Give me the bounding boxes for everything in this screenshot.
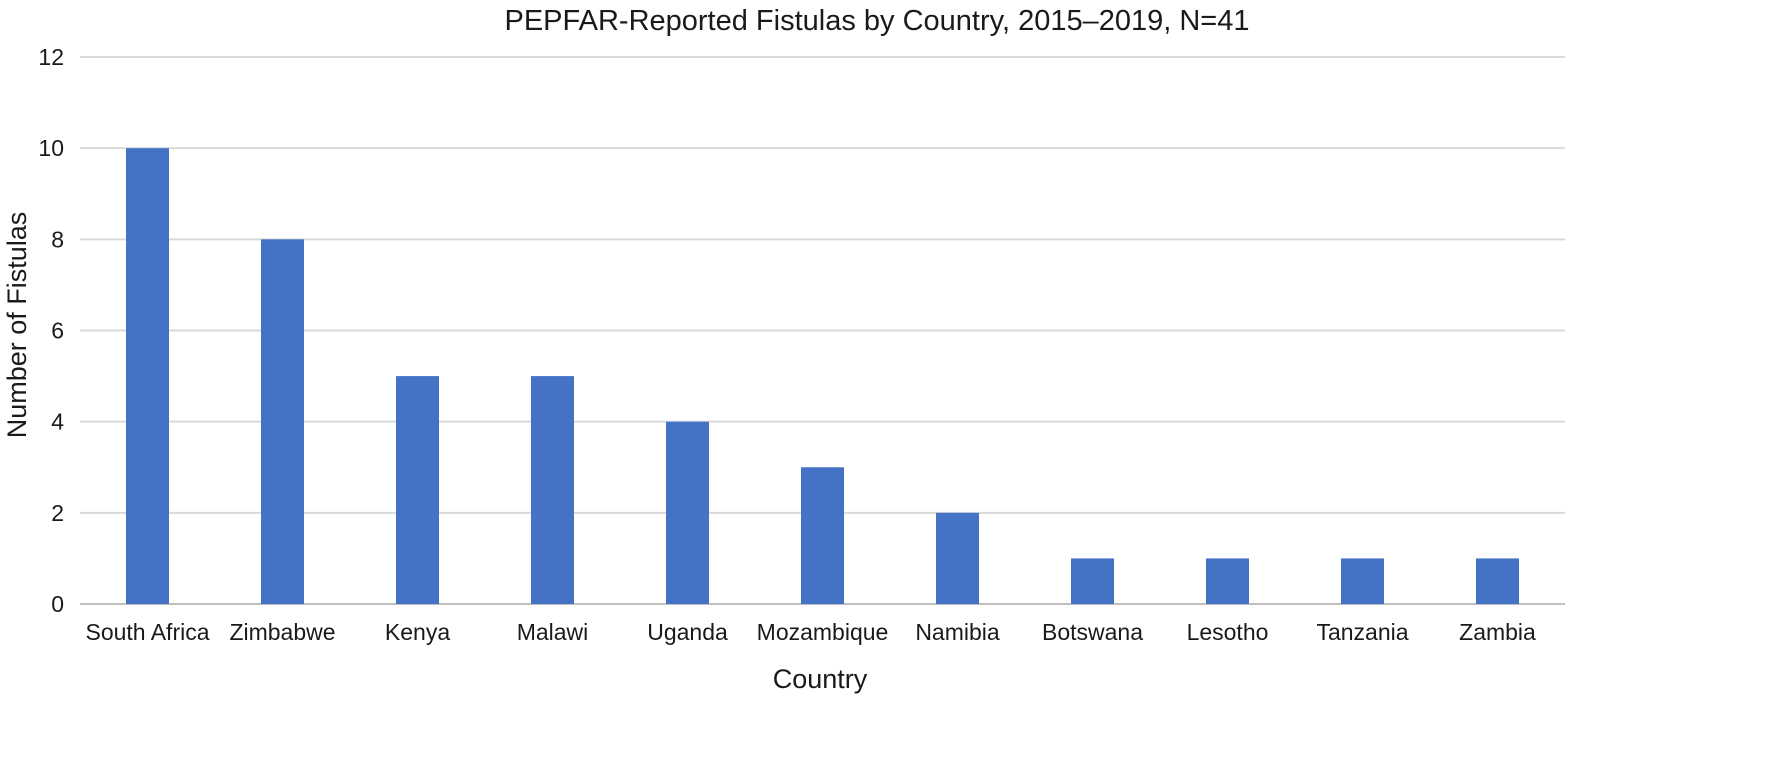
y-tick-label: 8 (51, 226, 64, 252)
x-axis-title: Country (773, 664, 868, 694)
bar-zimbabwe (261, 239, 304, 605)
y-tick-label: 2 (51, 500, 64, 526)
y-tick-label: 12 (38, 44, 64, 70)
bar-mozambique (801, 467, 844, 604)
gridlines (80, 56, 1565, 605)
bars (126, 148, 1519, 605)
bar-tanzania (1341, 558, 1384, 604)
bar-uganda (666, 421, 709, 604)
x-tick-label: Zimbabwe (229, 619, 335, 645)
bar-zambia (1476, 558, 1519, 604)
y-tick-label: 6 (51, 318, 64, 344)
x-tick-label: South Africa (85, 619, 209, 645)
bar-botswana (1071, 558, 1114, 604)
x-axis-ticks: South Africa Zimbabwe Kenya Malawi Uganda Moz… (85, 619, 1536, 645)
x-tick-label: Malawi (517, 619, 589, 645)
y-tick-label: 10 (38, 135, 64, 161)
y-axis-ticks: 0 2 4 6 8 10 12 (38, 44, 64, 617)
x-tick-label: Zambia (1459, 619, 1536, 645)
bar-malawi (531, 376, 574, 604)
x-tick-label: Kenya (385, 619, 450, 645)
x-tick-label: Lesotho (1187, 619, 1269, 645)
bar-lesotho (1206, 558, 1249, 604)
x-tick-label: Botswana (1042, 619, 1143, 645)
bar-namibia (936, 512, 979, 604)
x-tick-label: Uganda (647, 619, 728, 645)
x-tick-label: Tanzania (1316, 619, 1408, 645)
bar-kenya (396, 376, 439, 604)
x-tick-label: Mozambique (757, 619, 889, 645)
y-tick-label: 4 (51, 409, 64, 435)
y-axis-title: Number of Fistulas (2, 212, 32, 439)
x-tick-label: Namibia (915, 619, 1000, 645)
chart-title: PEPFAR-Reported Fistulas by Country, 201… (504, 5, 1249, 37)
bar-south-africa (126, 148, 169, 604)
y-tick-label: 0 (51, 591, 64, 617)
